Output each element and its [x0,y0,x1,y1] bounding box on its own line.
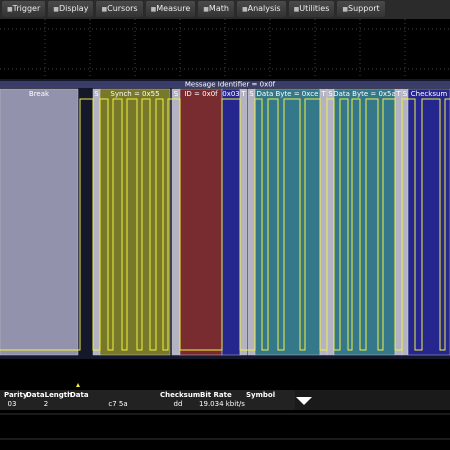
dropdown-arrow[interactable] [296,397,312,405]
menu-button[interactable]: Measure [145,1,196,17]
decode-fields: Break S Synch = 0x55 S ID = 0x0f 0x03 T S Data B… [0,88,450,356]
decode-field-label: S [174,90,179,98]
decode-table: Parity DataLength Data Checksum Bit Rate Symb… [0,390,450,410]
decode-header: Message Identifier = 0x0f [185,81,276,89]
decode-field-label: T [395,90,401,98]
table-header: Bit Rate [200,391,232,399]
table-header: DataLength [26,391,72,399]
menu-bar: TriggerDisplayCursorsMeasureMathAnalysis… [0,0,450,19]
decode-field-label: S [328,90,333,98]
decode-field-label: S [94,90,99,98]
decode-field [394,88,403,356]
table-header: Parity [4,391,28,399]
menu-button[interactable]: Analysis [236,1,286,17]
menu-button[interactable]: Cursors [96,1,143,17]
table-cell: 19.034 kbit/s [199,400,245,408]
decode-field [99,88,171,356]
menu-button[interactable]: Utilities [288,1,335,17]
decode-field [247,88,256,356]
scope-screen: Message Identifier = 0x0f Break S Synch = … [0,19,450,440]
decode-field [254,88,321,356]
decode-field-label: Data Byte = 0x5a [333,90,396,98]
decode-field [92,88,101,356]
decode-field [239,88,248,356]
decode-field-label: Synch = 0x55 [110,90,159,98]
decode-field [0,88,79,356]
decode-field [319,88,328,356]
table-cell: dd [174,400,183,408]
decode-field-label: Checksum [411,90,448,98]
decode-field [326,88,335,356]
decode-field-label: Break [29,90,50,98]
table-cell: c7 5a [108,400,127,408]
decode-field-label: S [249,90,254,98]
menu-button[interactable]: Display [48,1,94,17]
decode-header-strip [0,81,450,88]
table-cell: 03 [8,400,17,408]
table-header: Data [70,391,89,399]
waveform [0,98,450,351]
decode-field [171,88,181,356]
table-bg [0,390,295,410]
trigger-marker [76,383,80,387]
decode-field-label: 0x03 [222,90,240,98]
decode-field [333,88,396,356]
decode-field [401,88,409,356]
decode-field [179,88,223,356]
menu-button[interactable]: Math [198,1,234,17]
decode-field [221,88,241,356]
decode-field-label: Data Byte = 0xce [257,90,319,98]
decode-field-label: T [320,90,326,98]
table-cell: 2 [44,400,48,408]
decode-field [407,88,450,356]
table-header: Checksum [160,391,200,399]
menu-button[interactable]: Support [337,1,385,17]
menu-button[interactable]: Trigger [2,1,46,17]
table-header: Symbol [246,391,275,399]
decode-field-label: S [403,90,408,98]
decode-field-label: ID = 0x0f [184,90,218,98]
decode-field-label: T [240,90,246,98]
